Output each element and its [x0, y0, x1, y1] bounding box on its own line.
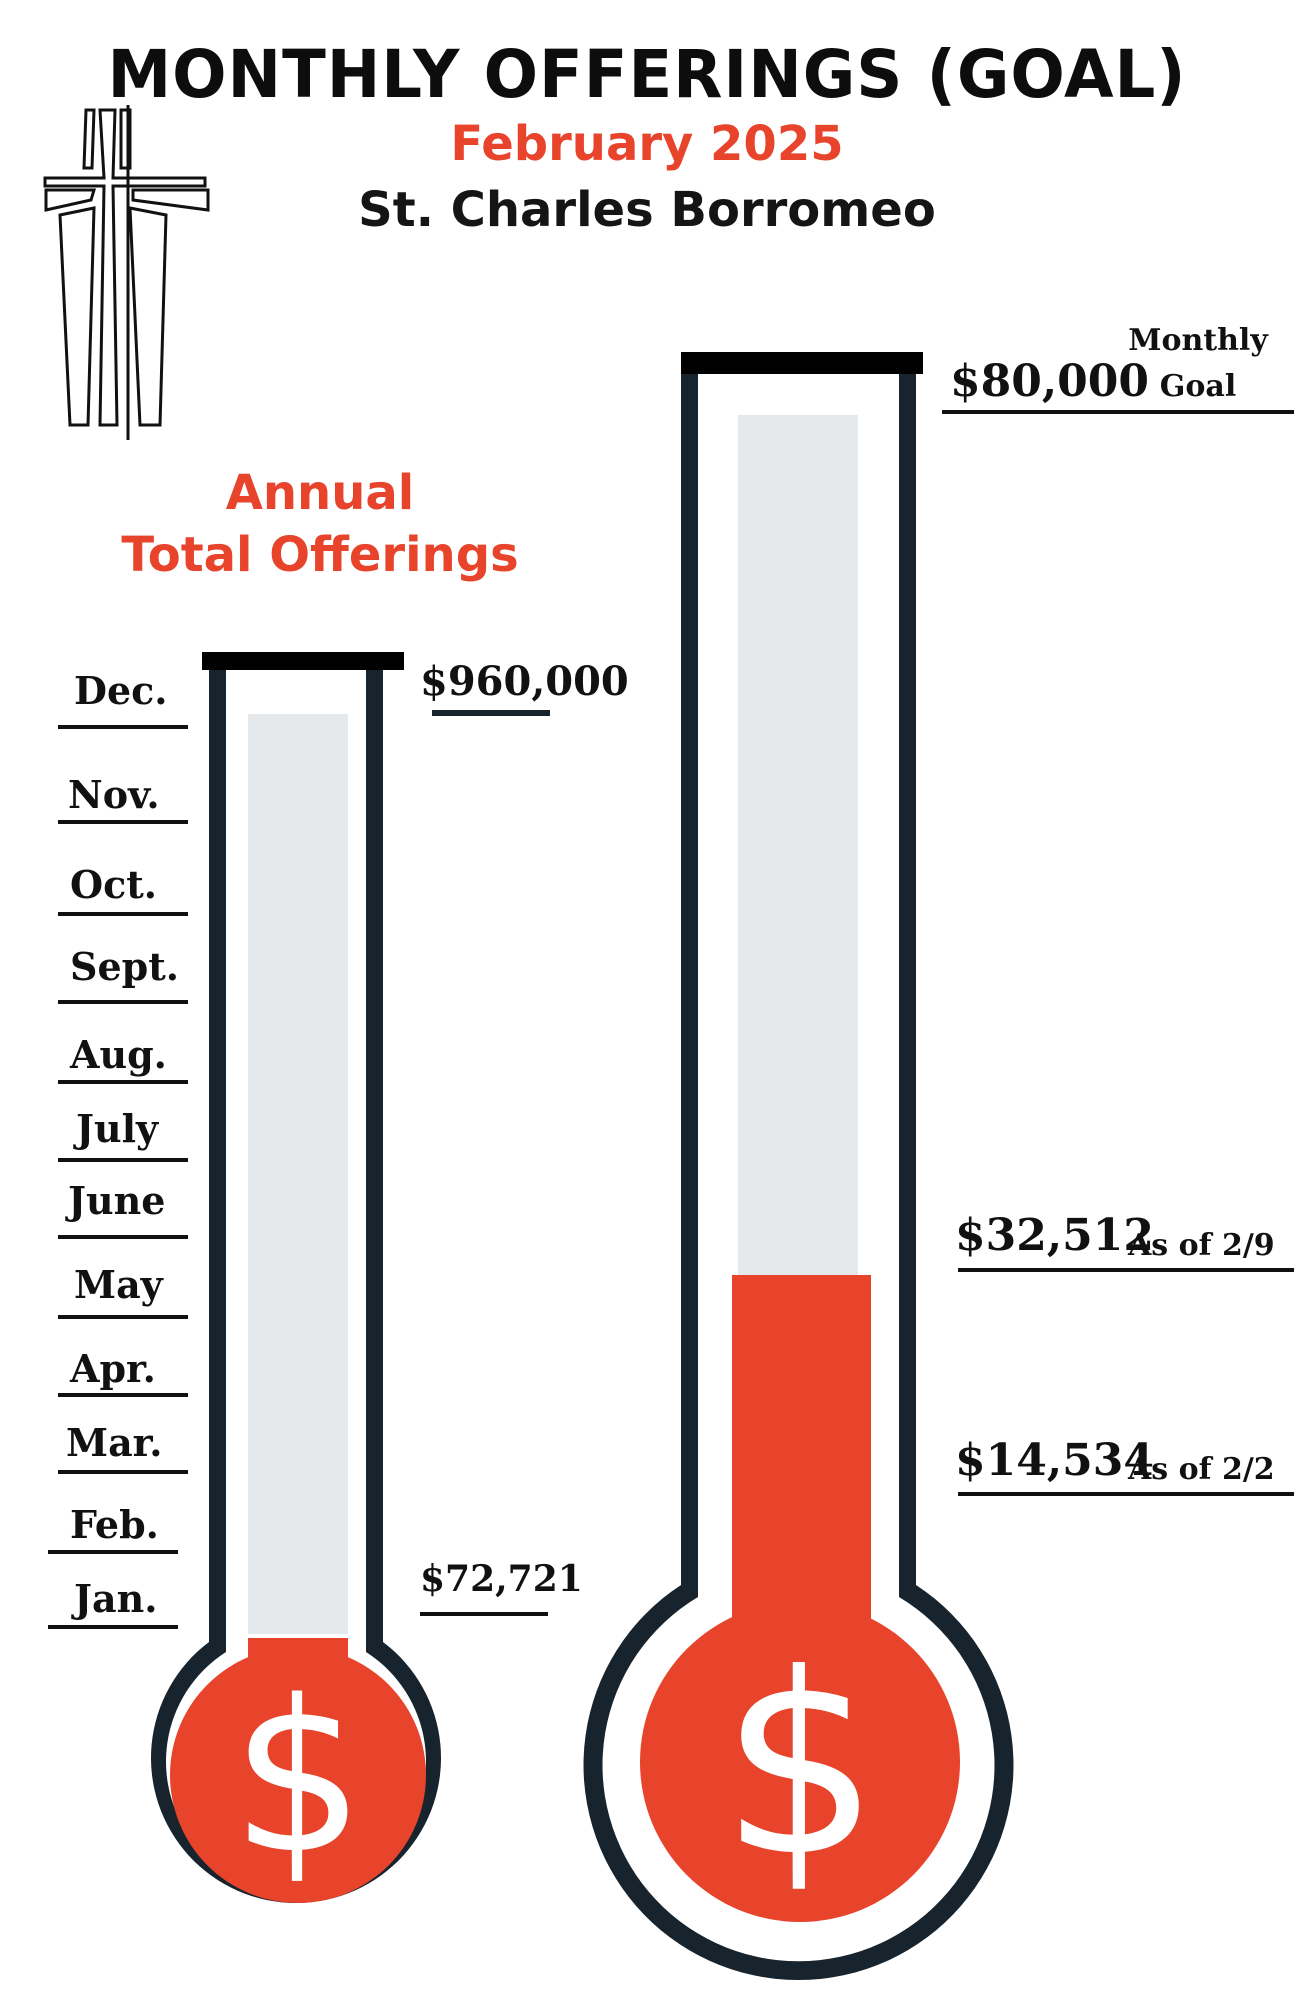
page-subtitle: February 2025: [450, 116, 844, 172]
annual-cap: [202, 652, 404, 670]
month-tick-sept: [58, 1000, 188, 1004]
monthly-bulb: [640, 1602, 960, 1922]
annual-heading-line2: Total Offerings: [121, 527, 519, 583]
dollar-sign-icon: $: [720, 1620, 879, 1911]
monthly-goal-caption-line2: Goal: [1159, 369, 1237, 404]
annual-tube-empty: [248, 714, 348, 1634]
month-tick-jan: [48, 1625, 178, 1629]
month-label-mar: Mar.: [66, 1420, 163, 1465]
milestone-amount-feb9: $32,512: [955, 1210, 1155, 1261]
milestone-note-feb9: As of 2/9: [1128, 1228, 1275, 1263]
month-label-sept: Sept.: [70, 944, 179, 989]
month-label-apr: Apr.: [70, 1346, 156, 1391]
month-tick-mar: [58, 1470, 188, 1474]
monthly-goal-underline: [942, 410, 1294, 414]
monthly-thermometer: $: [583, 352, 1014, 1981]
monthly-goal-label: $80,000: [950, 356, 1150, 407]
annual-goal-label: $960,000: [420, 658, 629, 705]
month-tick-oct: [58, 912, 188, 916]
monthly-fill-bar: [732, 1275, 871, 1655]
month-label-oct: Oct.: [70, 862, 158, 907]
month-tick-may: [58, 1315, 188, 1319]
month-label-may: May: [74, 1262, 163, 1307]
annual-current-label: $72,721: [420, 1558, 583, 1600]
page-title: MONTHLY OFFERINGS (GOAL): [107, 36, 1187, 113]
month-label-feb: Feb.: [70, 1502, 159, 1547]
monthly-goal-caption: Monthly Goal: [1128, 318, 1268, 410]
annual-heading: Annual Total Offerings: [110, 462, 530, 586]
milestone-amount-feb2: $14,534: [955, 1435, 1155, 1486]
month-tick-aug: [58, 1080, 188, 1084]
month-label-june: June: [68, 1178, 166, 1223]
milestone-underline-feb9: [958, 1268, 1294, 1272]
month-label-jan: Jan.: [74, 1576, 158, 1621]
parish-name: St. Charles Borromeo: [358, 182, 936, 238]
month-tick-feb: [48, 1550, 178, 1554]
monthly-cap: [681, 352, 923, 374]
cross-icon: [43, 105, 210, 440]
milestone-note-feb2: As of 2/2: [1128, 1452, 1275, 1487]
month-tick-nov: [58, 820, 188, 824]
annual-bulb: [170, 1647, 426, 1903]
monthly-goal-caption-line1: Monthly: [1128, 323, 1268, 358]
month-label-nov: Nov.: [68, 772, 160, 817]
month-tick-june: [58, 1235, 188, 1239]
month-label-dec: Dec.: [74, 668, 168, 713]
month-label-aug: Aug.: [70, 1032, 167, 1077]
month-label-july: July: [76, 1106, 159, 1151]
annual-goal-underline: [432, 710, 550, 716]
annual-heading-line1: Annual: [225, 465, 415, 521]
milestone-underline-feb2: [958, 1492, 1294, 1496]
annual-current-underline: [420, 1612, 548, 1616]
month-tick-apr: [58, 1393, 188, 1397]
dollar-sign-icon: $: [231, 1655, 365, 1900]
month-tick-dec: [58, 725, 188, 729]
annual-thermometer: $: [151, 652, 442, 1903]
month-tick-july: [58, 1158, 188, 1162]
